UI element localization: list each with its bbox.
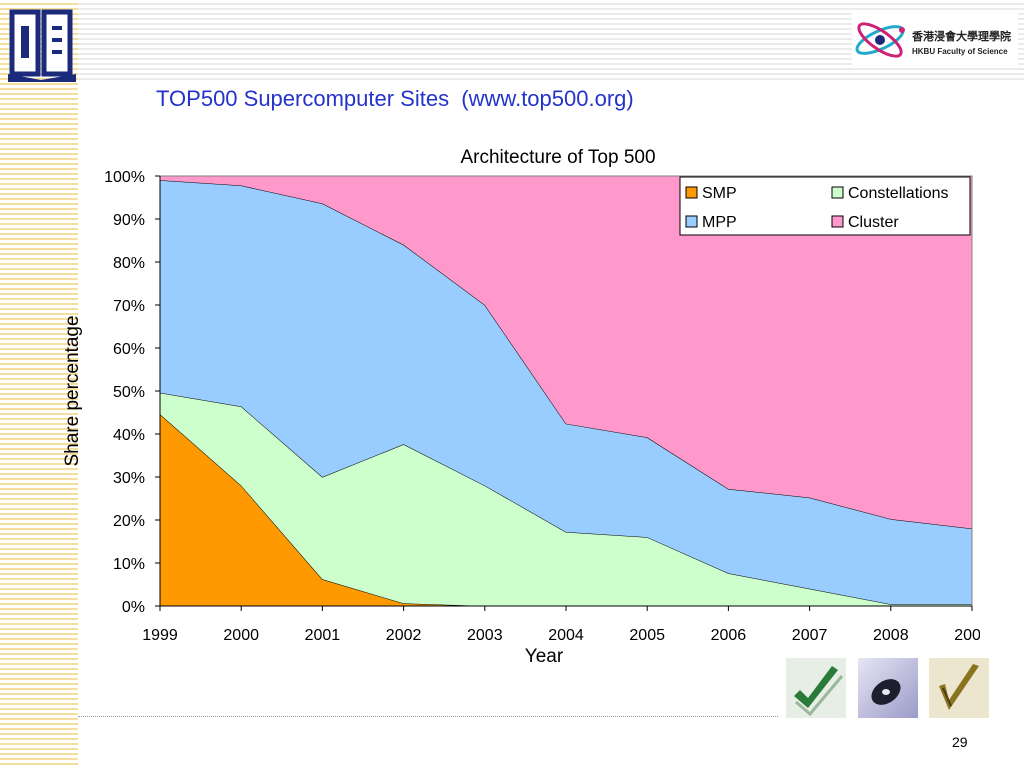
logo-chinese-text: 香港浸會大學理學院 (912, 30, 1011, 43)
chart-title: Architecture of Top 500 (460, 147, 655, 168)
footer-divider (78, 716, 778, 717)
y-tick-label: 60% (113, 341, 145, 358)
gold-checkmark-icon (929, 658, 989, 718)
chart-svg: 0% 10% 20% 30% 40% 50% 60% 70% 80% 90% 100% 1999 20… (62, 147, 990, 667)
slide-title: TOP500 Supercomputer Sites (www.top500.o… (156, 86, 634, 111)
architecture-chart: 0% 10% 20% 30% 40% 50% 60% 70% 80% 90% 100% 1999 20… (50, 138, 990, 683)
atom-logo-icon (855, 22, 905, 58)
x-tick-label: 2002 (386, 627, 422, 644)
x-tick-label: 2007 (792, 627, 828, 644)
x-tick-label: 2008 (873, 627, 909, 644)
x-tick-label: 2004 (548, 627, 584, 644)
x-tick-label: 2001 (305, 627, 341, 644)
chart-areas (159, 175, 973, 607)
y-tick-label: 10% (113, 556, 145, 573)
x-tick-label: 2009 (954, 627, 980, 644)
y-tick-label: 90% (113, 212, 145, 229)
hkbu-science-logo: 香港浸會大學理學院 HKBU Faculty of Science (852, 12, 1018, 68)
y-tick-label: 50% (113, 384, 145, 401)
y-tick-label: 30% (113, 470, 145, 487)
x-tick-label: 2000 (223, 627, 259, 644)
area-mpp (160, 180, 972, 605)
x-tick-label: 2003 (467, 627, 503, 644)
page-number: 29 (952, 734, 968, 750)
legend-swatch-smp (685, 186, 698, 199)
y-tick-label: 80% (113, 255, 145, 272)
x-tick-labels: 1999 2000 2001 2002 2003 2004 2005 2006 2007 2008… (142, 606, 990, 644)
legend-swatch-cluster (831, 215, 844, 228)
green-checkmark-icon (786, 658, 846, 718)
legend-label-cluster: Cluster (848, 214, 899, 231)
left-stripe-decoration (0, 0, 78, 768)
chart-legend: SMP Constellations MPP Cluster (679, 176, 971, 236)
legend-label-smp: SMP (702, 185, 737, 202)
area-constellations (160, 392, 972, 606)
y-tick-label: 100% (104, 169, 145, 186)
legend-label-constellations: Constellations (848, 185, 949, 202)
y-tick-label: 40% (113, 427, 145, 444)
legend-swatch-mpp (685, 215, 698, 228)
area-smp (160, 414, 972, 606)
x-axis-label: Year (525, 646, 564, 667)
legend-box (679, 176, 971, 236)
x-tick-label: 2006 (711, 627, 747, 644)
legend-label-mpp: MPP (702, 214, 737, 231)
y-tick-labels: 0% 10% 20% 30% 40% 50% 60% 70% 80% 90% 100% (104, 169, 160, 616)
area-cluster (160, 176, 972, 529)
y-axis-label: Share percentage (62, 315, 83, 466)
book-logo-icon (6, 8, 78, 84)
y-tick-label: 70% (113, 298, 145, 315)
x-tick-label: 2005 (629, 627, 665, 644)
logo-english-text: HKBU Faculty of Science (912, 47, 1008, 56)
y-tick-label: 0% (122, 599, 145, 616)
x-tick-label: 1999 (142, 627, 178, 644)
y-tick-label: 20% (113, 513, 145, 530)
disc-icon (858, 658, 918, 718)
legend-swatch-constellations (831, 186, 844, 199)
